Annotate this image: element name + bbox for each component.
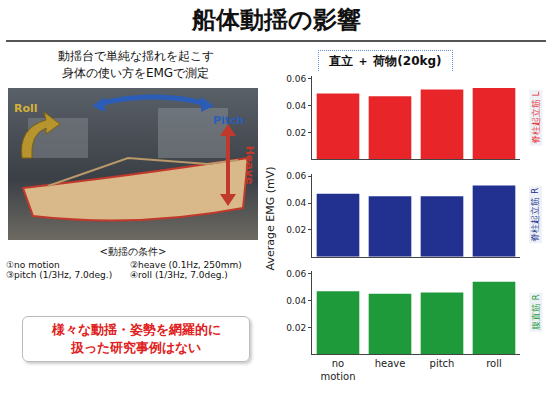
svg-text:脊柱起立筋 L: 脊柱起立筋 L: [531, 91, 541, 144]
html-text:直立 ＋ 荷物(20kg): 直立 ＋ 荷物(20kg): [329, 54, 442, 68]
html-text:身体の使い方をEMGで測定: 身体の使い方をEMGで測定: [61, 66, 210, 80]
svg-text:Heave: Heave: [243, 146, 256, 185]
svg-text:脊柱起立筋 R: 脊柱起立筋 R: [530, 188, 540, 242]
html-text:扱った研究事例はない: 扱った研究事例はない: [71, 340, 201, 355]
svg-text:pitch: pitch: [430, 358, 455, 369]
svg-text:heave: heave: [375, 358, 406, 369]
svg-text:0.04: 0.04: [286, 101, 306, 111]
svg-text:0.06: 0.06: [286, 74, 306, 84]
svg-text:0.06: 0.06: [286, 171, 306, 181]
html-text:<動揺の条件>: <動揺の条件>: [99, 246, 167, 257]
svg-text:roll: roll: [486, 358, 502, 369]
svg-text:Pitch: Pitch: [213, 114, 244, 127]
html-text:様々な動揺・姿勢を網羅的に: 様々な動揺・姿勢を網羅的に: [51, 322, 221, 337]
svg-text:0.02: 0.02: [286, 128, 306, 138]
svg-text:0.04: 0.04: [286, 198, 306, 208]
svg-text:0.02: 0.02: [286, 225, 306, 235]
html-text:動揺台で単純な揺れを起こす: 動揺台で単純な揺れを起こす: [57, 49, 214, 63]
svg-text:Average EMG (mV): Average EMG (mV): [264, 166, 277, 270]
svg-text:nomotion: nomotion: [320, 358, 355, 382]
svg-text:0.06: 0.06: [286, 269, 306, 279]
html-text:③pitch (1/3Hz, 7.0deg.): ③pitch (1/3Hz, 7.0deg.): [6, 270, 113, 280]
html-text:①no motion: ①no motion: [6, 260, 60, 270]
svg-text:腹直筋 R: 腹直筋 R: [531, 294, 541, 330]
svg-text:0.04: 0.04: [286, 296, 306, 306]
svg-text:Roll: Roll: [14, 102, 38, 115]
svg-text:0.02: 0.02: [286, 323, 306, 333]
html-text:④roll (1/3Hz, 7.0deg.): ④roll (1/3Hz, 7.0deg.): [130, 270, 228, 280]
html-text:船体動揺の影響: 船体動揺の影響: [191, 6, 361, 34]
html-text:②heave (0.1Hz, 250mm): ②heave (0.1Hz, 250mm): [130, 260, 242, 270]
